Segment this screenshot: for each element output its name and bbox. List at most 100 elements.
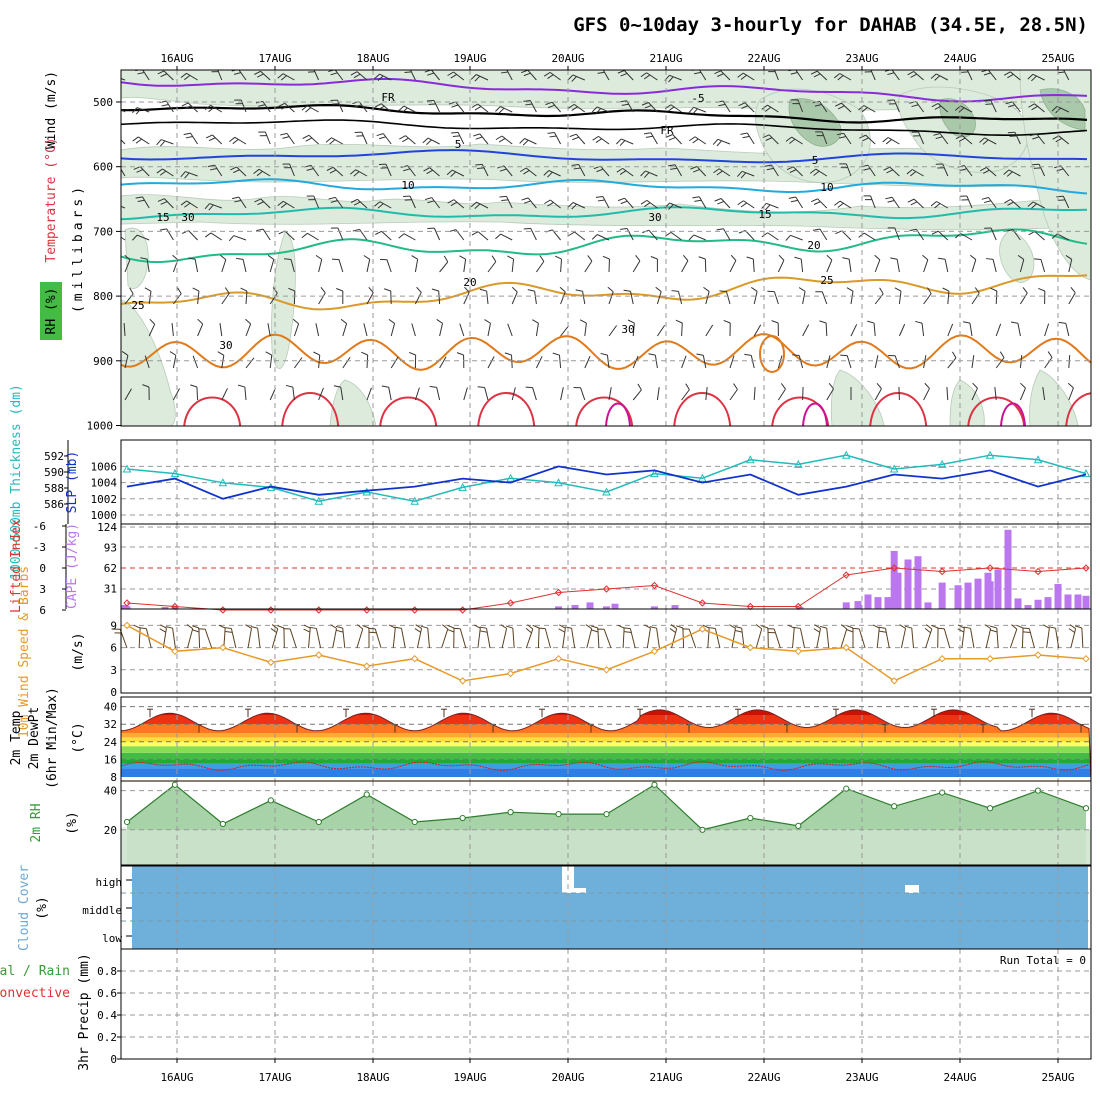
wind-barb <box>717 229 730 240</box>
wind-barb <box>811 199 827 208</box>
wind-barb <box>794 257 802 272</box>
contour-label: FR <box>660 124 674 137</box>
wind-barb <box>430 386 440 400</box>
wind-barb <box>574 387 585 400</box>
wind-barb <box>820 626 829 648</box>
wind-barb <box>1045 352 1052 368</box>
wind10-point <box>556 656 562 662</box>
wind-barb <box>488 357 494 368</box>
wind-barb <box>623 628 635 648</box>
wind-barb <box>972 355 974 368</box>
wind-barb <box>480 289 488 304</box>
wind-barb <box>803 325 809 336</box>
wind-barb <box>970 255 976 272</box>
wind-barb <box>473 134 488 144</box>
wind-barb <box>245 625 251 648</box>
wind-barb <box>193 356 197 368</box>
temp-band <box>121 733 1091 737</box>
wind-barb <box>187 625 193 648</box>
contour-label: 30 <box>648 211 661 224</box>
wind10-point <box>508 671 514 677</box>
temp-tick-label: 16 <box>104 753 117 766</box>
slp-tick-label: 1004 <box>91 477 118 490</box>
wind-barb <box>689 137 705 144</box>
wind-barb <box>218 352 224 368</box>
temp-bands-group <box>121 698 1091 777</box>
cape-bar <box>587 602 594 609</box>
wind10-tick-label: 3 <box>110 664 117 677</box>
rh-shading <box>121 70 1091 426</box>
wind-barb <box>157 140 174 147</box>
wind-barb <box>1034 259 1045 272</box>
wind-barb <box>368 628 381 648</box>
wind-barb <box>569 232 585 240</box>
cape-bar <box>995 569 1002 609</box>
wind10-grid <box>121 609 1091 693</box>
wind-barb <box>586 625 592 648</box>
wind-barb <box>198 629 212 648</box>
wind-barb <box>332 259 343 272</box>
wind-barb <box>172 323 173 336</box>
wind-barb <box>948 352 956 368</box>
temp-tick-label: 32 <box>104 718 117 731</box>
wind-barb <box>730 255 736 272</box>
wind-barb <box>198 319 203 336</box>
wind-barb <box>651 257 658 272</box>
wind-barb <box>377 134 392 144</box>
rh2m-point <box>268 798 273 803</box>
wind-barb <box>341 319 347 336</box>
wind-barb <box>375 231 391 240</box>
wind-barb <box>650 627 660 648</box>
rh2m-point <box>604 812 609 817</box>
wind-barb <box>561 387 564 400</box>
temp-band <box>121 768 1091 777</box>
isotherm-40 <box>803 404 827 427</box>
cape-tick-label: 93 <box>104 542 117 555</box>
date-label-bottom: 22AUG <box>747 1071 780 1084</box>
isotherm-35 <box>478 393 534 426</box>
run-total: Run Total = 0 <box>1000 954 1086 967</box>
pressure-tick-label: 900 <box>93 355 113 368</box>
wind-barb <box>899 324 904 336</box>
wind-barb <box>842 258 851 272</box>
wind-barb <box>576 290 585 304</box>
wind-barb <box>316 323 319 336</box>
wind-barb <box>900 625 906 648</box>
wind-barb <box>412 324 416 336</box>
rh2m-ylabel: 2m RH <box>29 803 44 842</box>
wind-barb <box>715 198 730 208</box>
wind-barb <box>512 287 517 304</box>
wind-barb <box>355 132 367 144</box>
wind-barb <box>840 355 851 368</box>
cape-ylabel: CAPE (J/kg) <box>65 523 80 609</box>
wind-barb <box>380 259 391 272</box>
wind-barb <box>412 256 418 272</box>
wind-barb <box>190 385 197 400</box>
date-label-top: 21AUG <box>649 52 682 65</box>
wind-barb <box>788 625 794 648</box>
wind-barb <box>867 321 875 336</box>
wind-barb <box>229 137 246 144</box>
wind-barb <box>996 324 1000 336</box>
wind-barb <box>706 325 713 336</box>
wind-barb <box>924 383 930 400</box>
thickness-tick-label: 590 <box>44 466 64 479</box>
rh2m-point <box>892 804 897 809</box>
wind-barb <box>947 387 948 400</box>
wind-barb <box>963 322 972 336</box>
date-label-bottom: 16AUG <box>160 1071 193 1084</box>
wind-barb <box>644 625 650 648</box>
wind-barb <box>616 139 633 146</box>
temp-ylabel-unit: (°C) <box>71 722 86 753</box>
wind-barb <box>488 256 496 272</box>
date-label-top: 19AUG <box>453 52 486 65</box>
rh2m-point <box>412 819 417 824</box>
wind-barb <box>555 256 561 272</box>
wind10-point <box>795 648 801 654</box>
wind10-tick-label: 0 <box>110 686 117 699</box>
wind-barb <box>220 323 222 336</box>
contour-label: 15 <box>156 211 169 224</box>
